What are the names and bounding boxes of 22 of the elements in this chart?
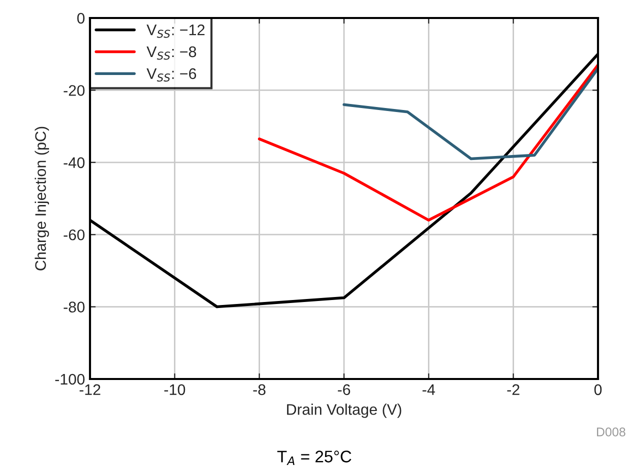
line-series (342, 67, 598, 160)
x-tick-label: -8 (253, 384, 266, 396)
legend-label: V$_{SS}$: −8 (146, 46, 196, 60)
legend-label: V$_{SS}$: −12 (146, 24, 204, 38)
y-tick-label: 0 (77, 12, 85, 24)
x-tick-label: -10 (164, 384, 186, 396)
x-tick-label: -12 (80, 384, 100, 395)
line-series (258, 64, 598, 222)
legend-label: V$_{SS}$: −6 (146, 68, 196, 82)
x-tick-label: 0 (594, 384, 602, 396)
y-axis-title: Charge Injection (pC) (34, 126, 50, 270)
y-tick-label: -80 (64, 302, 85, 312)
y-tick-label: -60 (64, 229, 85, 240)
y-tick-label: -100 (55, 374, 85, 385)
y-tick-label: -20 (64, 85, 85, 96)
x-tick-label: -2 (507, 384, 520, 395)
x-tick-label: -4 (422, 384, 436, 395)
x-axis-title: Drain Voltage (V) (287, 404, 402, 418)
x-tick-label: -6 (338, 384, 350, 396)
text: D008 (597, 428, 626, 436)
y-tick-label: -40 (64, 157, 85, 168)
text: T$_{A}$ = 25°C (277, 450, 352, 466)
